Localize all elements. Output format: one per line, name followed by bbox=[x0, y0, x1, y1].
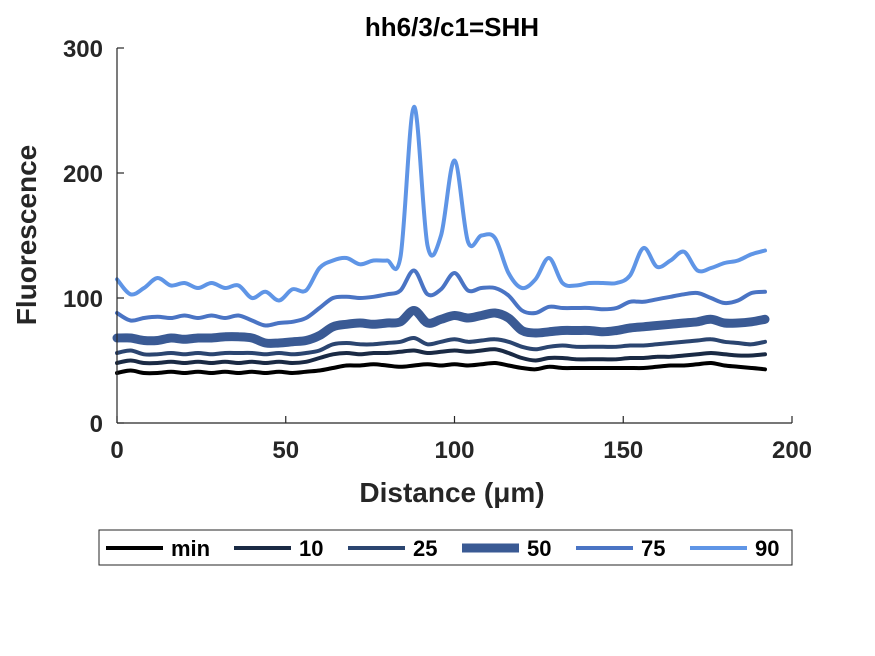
x-tick-label: 150 bbox=[603, 437, 643, 464]
series-line-25 bbox=[115, 335, 767, 357]
legend-label-10: 10 bbox=[299, 536, 323, 561]
legend-label-min: min bbox=[171, 536, 210, 561]
legend-label-90: 90 bbox=[755, 536, 779, 561]
x-tick-label: 0 bbox=[110, 437, 123, 464]
chart-title: hh6/3/c1=SHH bbox=[365, 12, 539, 42]
legend-label-75: 75 bbox=[641, 536, 665, 561]
legend: min 10 25 50 75 90 bbox=[98, 529, 793, 566]
legend-label-50: 50 bbox=[527, 536, 551, 561]
series-line-10 bbox=[115, 347, 767, 366]
y-tick-label: 200 bbox=[63, 161, 103, 188]
legend-label-25: 25 bbox=[413, 536, 437, 561]
series-line-75 bbox=[115, 268, 767, 328]
series-line-90 bbox=[115, 104, 767, 303]
x-tick-label: 50 bbox=[272, 437, 299, 464]
x-tick-label: 100 bbox=[434, 437, 474, 464]
y-tick-label: 0 bbox=[90, 411, 103, 438]
plot-lines bbox=[112, 104, 770, 376]
legend-box bbox=[98, 529, 793, 566]
y-tick-label: 100 bbox=[63, 286, 103, 313]
y-axis-title: Fluorescence bbox=[11, 145, 42, 326]
ticks: 0 50 100 150 200 0 100 200 300 bbox=[63, 36, 812, 464]
series-line-min bbox=[115, 360, 767, 376]
x-axis-title: Distance (μm) bbox=[359, 477, 544, 508]
y-tick-label: 300 bbox=[63, 36, 103, 63]
series-line-50 bbox=[112, 306, 770, 348]
x-tick-label: 200 bbox=[772, 437, 812, 464]
